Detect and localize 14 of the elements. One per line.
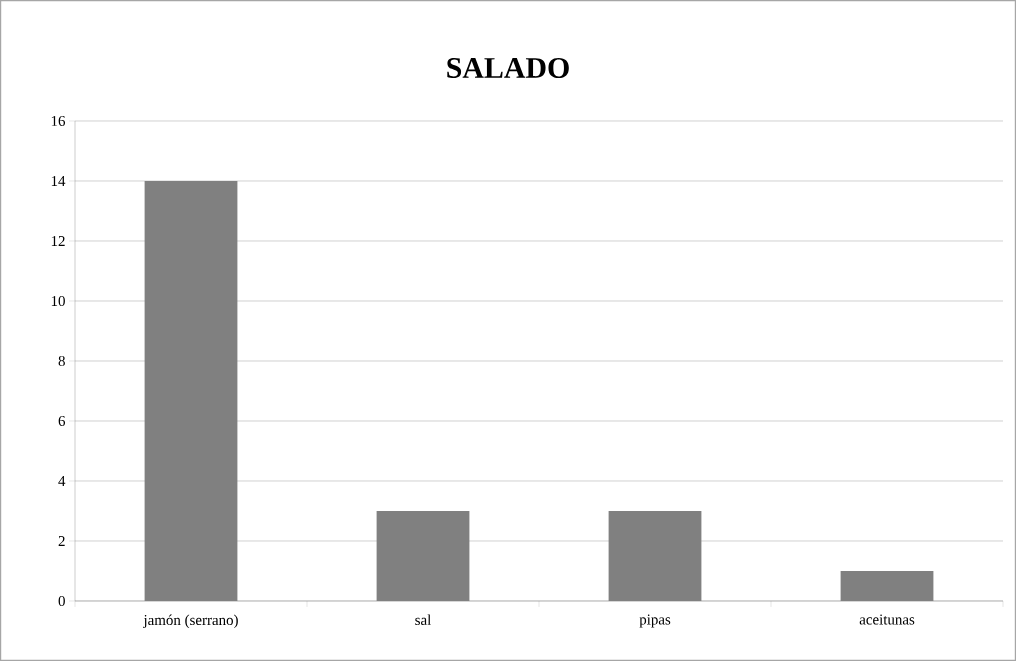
x-tick-label: sal (415, 614, 431, 626)
y-tick-label: 14 (51, 176, 66, 186)
x-tick-label: jamón (serrano) (143, 614, 238, 629)
chart-title: SALADO (447, 57, 569, 79)
y-tick-label: 8 (58, 355, 65, 367)
y-tick-label: 16 (51, 115, 66, 126)
y-tick-label: 10 (51, 295, 65, 307)
x-tick-label: aceitunas (859, 614, 915, 625)
y-tick-label: 12 (51, 236, 65, 246)
x-tick-label: pipas (639, 614, 671, 628)
y-tick-label: 6 (58, 415, 66, 426)
y-tick-label: 4 (58, 476, 66, 486)
y-tick-label: 2 (58, 536, 65, 546)
y-tick-label: 0 (58, 595, 65, 607)
